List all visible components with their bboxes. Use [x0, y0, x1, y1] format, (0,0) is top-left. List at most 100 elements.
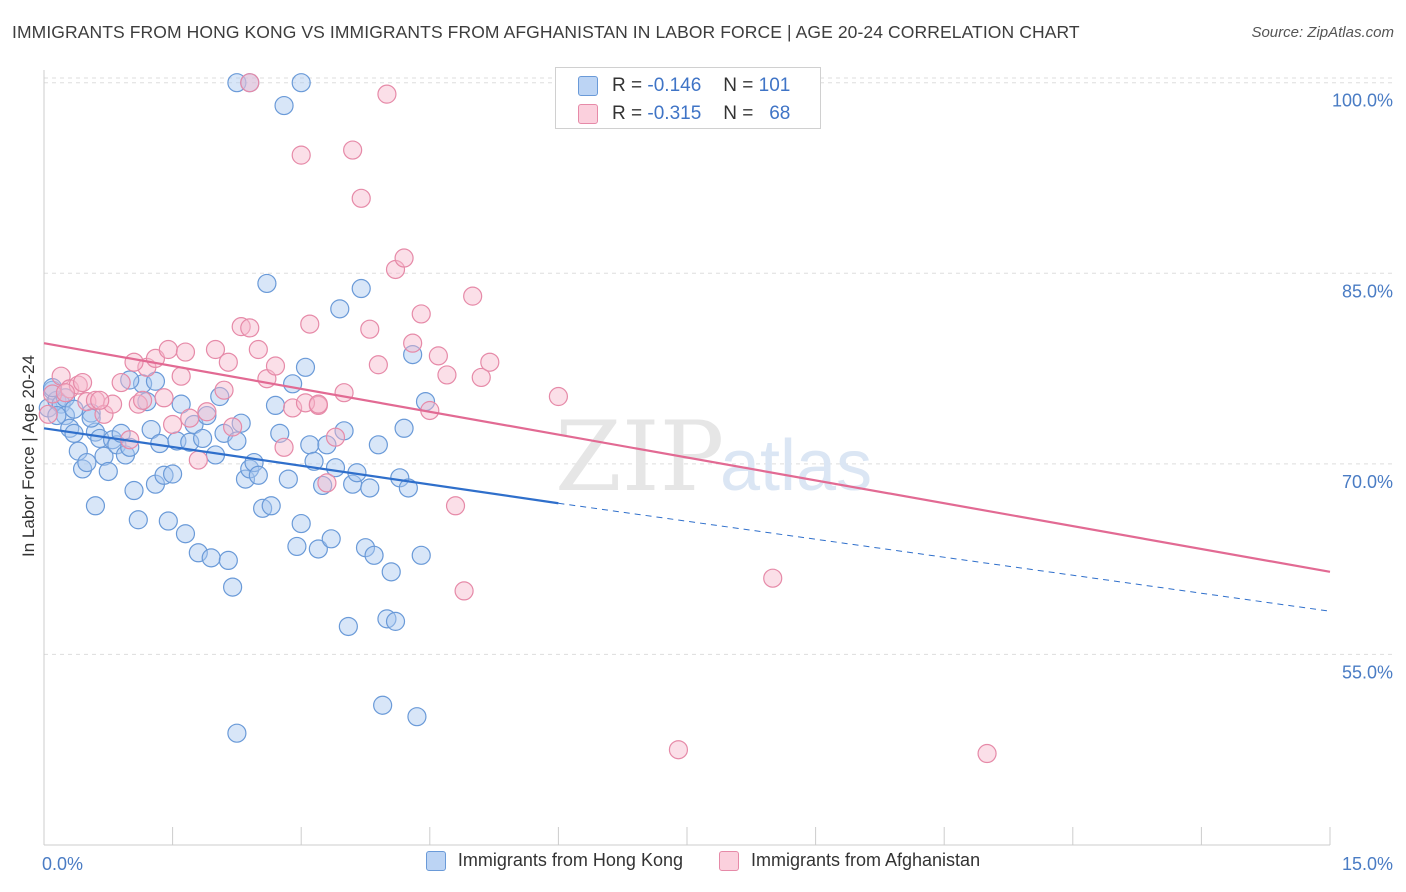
watermark-zip: ZIP — [555, 401, 724, 513]
series-legend: Immigrants from Hong Kong Immigrants fro… — [0, 850, 1406, 871]
corr-row-hong-kong: R = -0.146 N = 101 — [578, 72, 790, 100]
point-afghanistan — [132, 390, 153, 410]
point-hong-kong — [283, 374, 303, 394]
legend-label: Immigrants from Afghanistan — [750, 850, 981, 870]
point-hong-kong — [304, 451, 324, 471]
point-afghanistan — [240, 73, 260, 93]
point-afghanistan — [163, 414, 183, 435]
corr-swatch-pink — [578, 104, 598, 124]
y-tick-label: 100.0% — [1332, 91, 1393, 111]
corr-n-label: N = — [723, 75, 754, 96]
point-afghanistan — [368, 355, 388, 375]
point-afghanistan — [175, 342, 196, 362]
point-afghanistan — [291, 145, 311, 165]
point-hong-kong — [368, 435, 388, 455]
point-afghanistan — [197, 402, 217, 422]
point-afghanistan — [308, 394, 328, 414]
point-hong-kong — [351, 278, 371, 299]
trend-line-afghanistan — [43, 342, 1331, 573]
tick-labels: 100.0% 85.0% 70.0% 55.0% 0.0% 15.0% — [42, 91, 1393, 874]
point-afghanistan — [55, 383, 76, 403]
corr-row-afghanistan: R = -0.315 N = 68 — [578, 100, 790, 128]
point-hong-kong — [158, 511, 178, 531]
y-axis-label: In Labor Force | Age 20-24 — [19, 355, 38, 557]
point-hong-kong — [128, 510, 148, 530]
point-afghanistan — [38, 404, 58, 424]
point-hong-kong — [77, 452, 97, 473]
point-hong-kong — [94, 446, 114, 466]
point-afghanistan — [102, 394, 123, 414]
point-hong-kong — [193, 428, 213, 449]
point-afghanistan — [377, 84, 397, 104]
point-hong-kong — [248, 465, 268, 485]
point-afghanistan — [240, 318, 260, 338]
axes — [43, 70, 1331, 846]
point-afghanistan — [283, 398, 303, 418]
point-hong-kong — [201, 548, 221, 568]
point-hong-kong — [265, 395, 286, 416]
point-afghanistan — [180, 408, 200, 428]
y-tick-label: 85.0% — [1342, 281, 1393, 301]
point-hong-kong — [291, 513, 311, 534]
watermark-atlas: atlas — [720, 426, 872, 506]
point-hong-kong — [385, 611, 406, 631]
point-afghanistan — [300, 314, 320, 334]
gridlines — [44, 77, 1392, 655]
point-hong-kong — [330, 299, 350, 319]
point-afghanistan — [411, 304, 431, 324]
point-hong-kong — [364, 545, 384, 565]
x-tick-label: 15.0% — [1342, 854, 1393, 874]
point-hong-kong — [218, 550, 238, 571]
point-afghanistan — [360, 319, 380, 339]
corr-r-value: -0.315 — [647, 103, 702, 124]
corr-r-label: R = — [612, 103, 643, 124]
point-hong-kong — [403, 344, 423, 365]
point-hong-kong — [261, 496, 281, 516]
legend-label: Immigrants from Hong Kong — [457, 850, 683, 870]
point-afghanistan — [265, 356, 286, 376]
trend-line-hong-kong — [43, 427, 559, 505]
point-hong-kong — [235, 469, 256, 489]
point-afghanistan — [171, 366, 191, 386]
point-hong-kong — [398, 478, 418, 498]
legend-swatch-blue — [425, 850, 446, 871]
trend-lines — [43, 342, 1331, 612]
chart-source: Source: ZipAtlas.com — [1251, 24, 1394, 41]
corr-r-label: R = — [612, 75, 643, 96]
point-afghanistan — [351, 188, 371, 208]
point-afghanistan — [325, 427, 346, 447]
corr-n-value: 101 — [758, 75, 791, 96]
point-hong-kong — [98, 461, 118, 482]
point-hong-kong — [188, 543, 208, 563]
point-afghanistan — [480, 352, 500, 372]
point-hong-kong — [338, 616, 358, 637]
point-afghanistan — [158, 339, 178, 360]
y-tick-label: 55.0% — [1342, 662, 1393, 682]
point-afghanistan — [248, 339, 268, 360]
point-afghanistan — [463, 286, 483, 306]
corr-r-value: -0.146 — [647, 75, 702, 96]
point-afghanistan — [274, 437, 294, 457]
point-afghanistan — [124, 352, 144, 372]
legend-item-hong-kong[interactable]: Immigrants from Hong Kong — [425, 850, 683, 871]
point-hong-kong — [257, 273, 277, 294]
point-hong-kong — [407, 707, 427, 727]
point-afghanistan — [90, 390, 110, 410]
point-hong-kong — [141, 419, 161, 440]
point-afghanistan — [188, 450, 208, 470]
point-hong-kong — [227, 723, 247, 743]
point-hong-kong — [308, 539, 328, 559]
point-afghanistan — [334, 383, 354, 403]
point-hong-kong — [411, 545, 431, 565]
point-hong-kong — [381, 562, 401, 582]
point-afghanistan — [428, 346, 448, 366]
point-hong-kong — [295, 357, 316, 377]
legend-item-afghanistan[interactable]: Immigrants from Afghanistan — [718, 850, 981, 871]
point-hong-kong — [223, 577, 243, 597]
series-afghanistan — [38, 73, 997, 764]
point-afghanistan — [445, 496, 466, 516]
series-hong-kong — [38, 73, 436, 743]
watermark: ZIP atlas — [555, 401, 872, 513]
point-afghanistan — [223, 417, 243, 437]
